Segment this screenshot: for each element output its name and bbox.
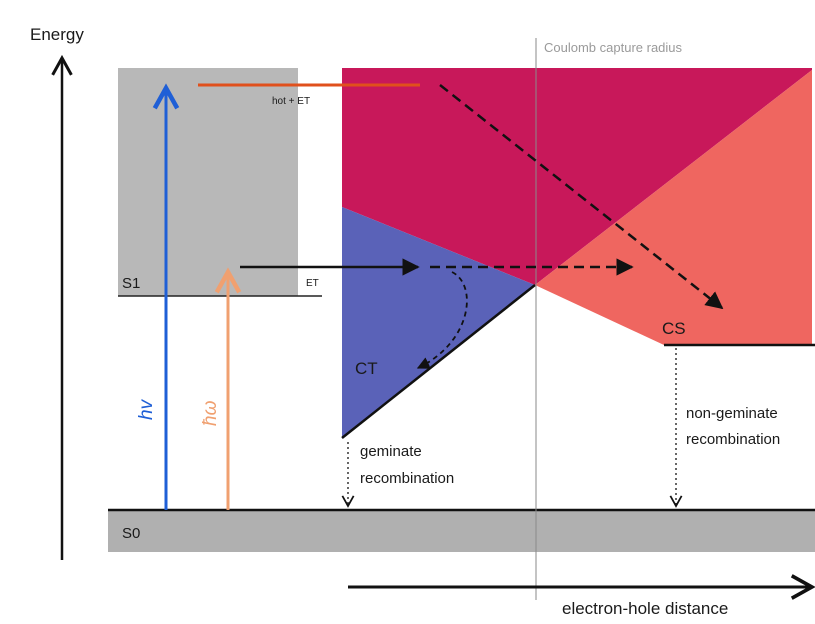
coulomb-radius-label: Coulomb capture radius [544, 40, 683, 55]
relaxation-dashed-arrow [416, 271, 468, 369]
s0-label: S0 [122, 525, 140, 542]
upper-continuum-region [342, 68, 812, 285]
et-label: ET [306, 278, 319, 289]
s1-label: S1 [122, 275, 140, 292]
geminate-label-line2: recombination [360, 470, 454, 487]
nongeminate-label-line2: recombination [686, 431, 780, 448]
ct-label: CT [355, 359, 378, 378]
low-energy-label: ħω [200, 400, 221, 426]
hot-et-label: hot + ET [272, 96, 310, 107]
distance-axis-label: electron-hole distance [562, 599, 728, 618]
s0-band [108, 510, 815, 552]
energy-axis-label: Energy [30, 25, 84, 44]
geminate-label-line1: geminate [360, 443, 422, 460]
cs-region [535, 70, 812, 345]
cs-label: CS [662, 319, 686, 338]
s1-box [118, 68, 298, 296]
hot-to-cs-dashed-arrow [439, 84, 724, 310]
hv-label: hv [136, 398, 157, 420]
ct-region [342, 207, 535, 438]
nongeminate-label-line1: non-geminate [686, 405, 778, 422]
ct-lower-edge [341, 284, 536, 439]
